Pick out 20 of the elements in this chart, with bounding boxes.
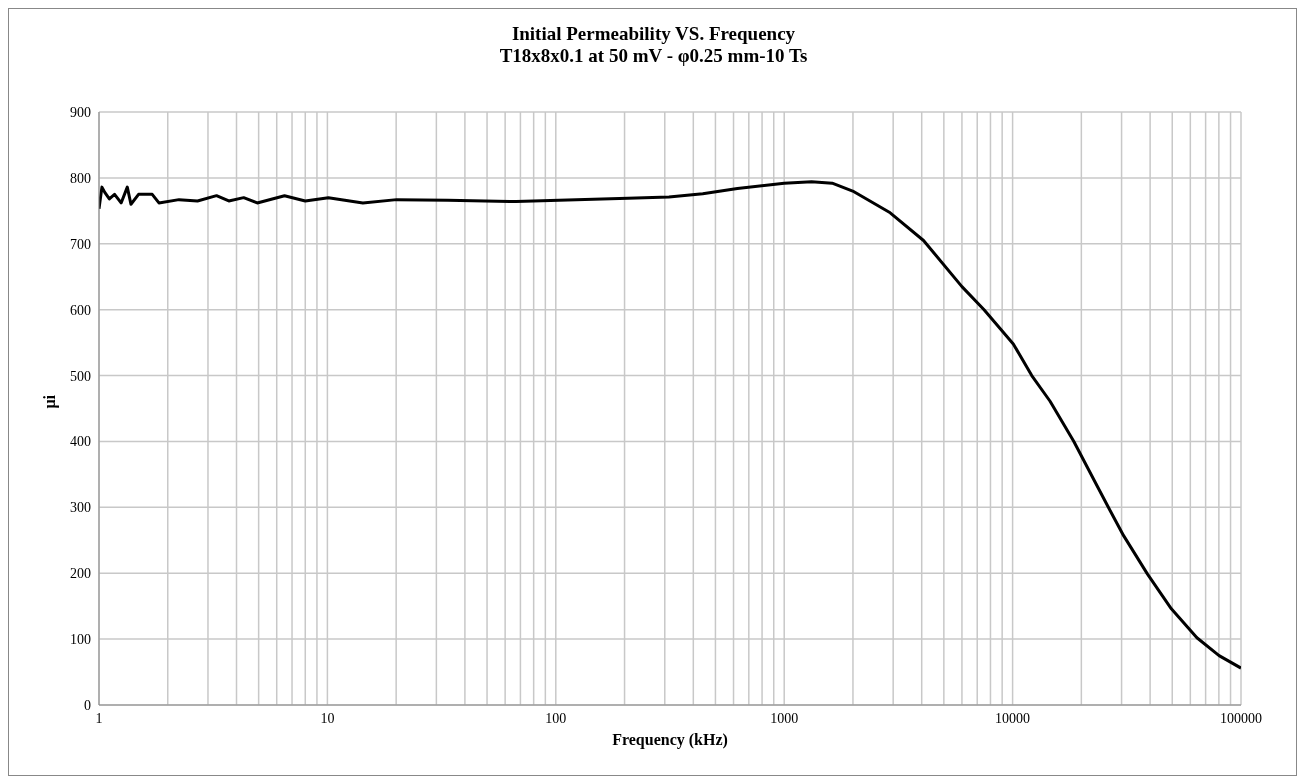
x-tick-label: 10000 [995,710,1031,726]
y-tick-label: 600 [70,302,91,318]
y-tick-label: 500 [70,368,91,384]
y-tick-label: 400 [70,434,91,450]
x-tick-label: 100 [545,710,567,726]
x-tick-label: 100000 [1220,710,1262,726]
y-axis-title: μi [40,394,59,409]
y-tick-label: 700 [70,236,91,252]
chart-title: Initial Permeability VS. Frequency [510,23,797,45]
x-tick-label: 1 [95,710,103,726]
x-tick-label: 10 [320,710,335,726]
y-tick-label: 800 [70,170,91,186]
y-tick-label: 200 [70,566,91,582]
x-tick-label: 1000 [770,710,799,726]
y-tick-label: 300 [70,500,91,516]
x-axis-title: Frequency (kHz) [612,731,728,749]
y-tick-label: 900 [70,104,91,120]
chart-subtitle: T18x8x0.1 at 50 mV - φ0.25 mm-10 Ts [498,45,809,67]
y-tick-label: 0 [84,697,91,713]
y-tick-label: 100 [70,632,91,648]
